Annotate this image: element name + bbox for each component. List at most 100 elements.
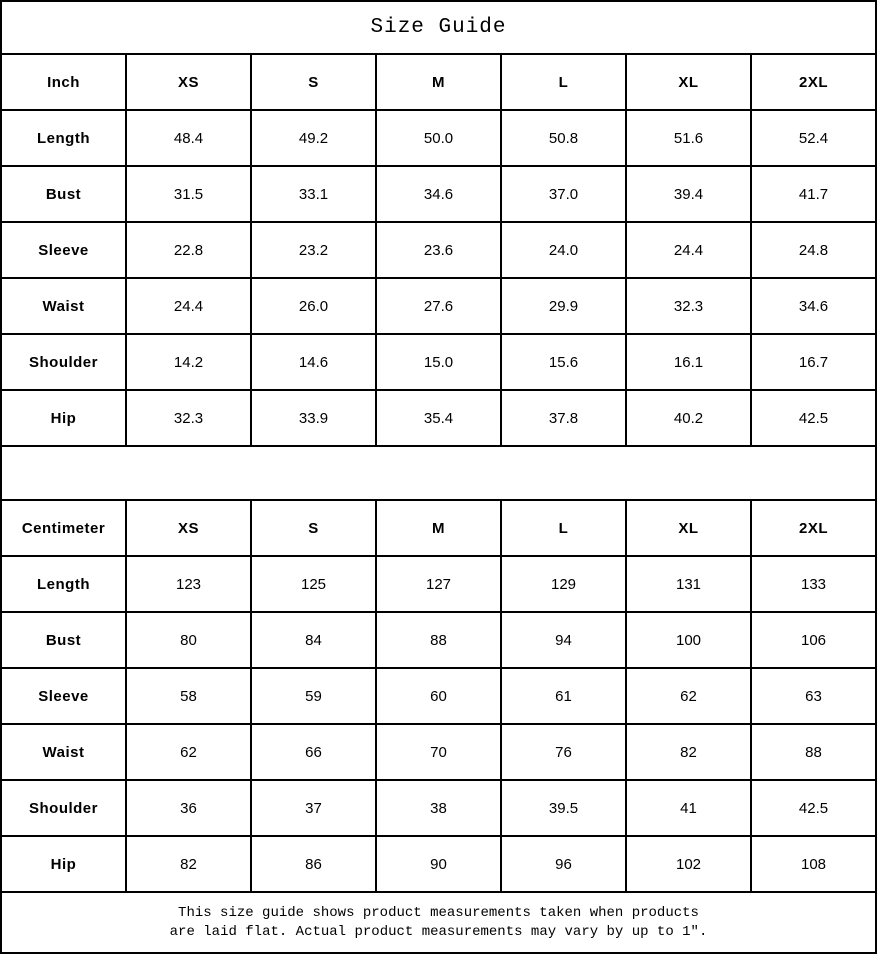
row-label-cell: Waist bbox=[2, 279, 125, 333]
value-cell: 90 bbox=[377, 837, 500, 891]
size-header-cell: L bbox=[502, 55, 625, 109]
value-cell: 42.5 bbox=[752, 391, 875, 445]
value-cell: 15.0 bbox=[377, 335, 500, 389]
size-header-cell: XS bbox=[127, 55, 250, 109]
size-header-cell: 2XL bbox=[752, 501, 875, 555]
value-cell: 26.0 bbox=[252, 279, 375, 333]
size-header-cell: L bbox=[502, 501, 625, 555]
value-cell: 70 bbox=[377, 725, 500, 779]
value-cell: 40.2 bbox=[627, 391, 750, 445]
value-cell: 34.6 bbox=[752, 279, 875, 333]
value-cell: 23.2 bbox=[252, 223, 375, 277]
value-cell: 51.6 bbox=[627, 111, 750, 165]
value-cell: 82 bbox=[127, 837, 250, 891]
row-label-cell: Sleeve bbox=[2, 669, 125, 723]
value-cell: 66 bbox=[252, 725, 375, 779]
value-cell: 16.7 bbox=[752, 335, 875, 389]
value-cell: 39.5 bbox=[502, 781, 625, 835]
value-cell: 88 bbox=[752, 725, 875, 779]
value-cell: 62 bbox=[627, 669, 750, 723]
value-cell: 37 bbox=[252, 781, 375, 835]
size-header-cell: S bbox=[252, 55, 375, 109]
value-cell: 24.4 bbox=[127, 279, 250, 333]
value-cell: 24.4 bbox=[627, 223, 750, 277]
size-header-cell: M bbox=[377, 55, 500, 109]
value-cell: 131 bbox=[627, 557, 750, 611]
size-header-cell: XL bbox=[627, 55, 750, 109]
value-cell: 59 bbox=[252, 669, 375, 723]
value-cell: 24.0 bbox=[502, 223, 625, 277]
value-cell: 15.6 bbox=[502, 335, 625, 389]
value-cell: 34.6 bbox=[377, 167, 500, 221]
value-cell: 41.7 bbox=[752, 167, 875, 221]
value-cell: 76 bbox=[502, 725, 625, 779]
size-header-cell: XS bbox=[127, 501, 250, 555]
footer-note: This size guide shows product measuremen… bbox=[2, 891, 875, 952]
value-cell: 29.9 bbox=[502, 279, 625, 333]
value-cell: 39.4 bbox=[627, 167, 750, 221]
value-cell: 123 bbox=[127, 557, 250, 611]
value-cell: 125 bbox=[252, 557, 375, 611]
value-cell: 94 bbox=[502, 613, 625, 667]
size-header-cell: M bbox=[377, 501, 500, 555]
value-cell: 80 bbox=[127, 613, 250, 667]
row-label-cell: Bust bbox=[2, 167, 125, 221]
value-cell: 127 bbox=[377, 557, 500, 611]
value-cell: 49.2 bbox=[252, 111, 375, 165]
value-cell: 37.8 bbox=[502, 391, 625, 445]
value-cell: 14.2 bbox=[127, 335, 250, 389]
value-cell: 86 bbox=[252, 837, 375, 891]
value-cell: 58 bbox=[127, 669, 250, 723]
row-label-cell: Hip bbox=[2, 391, 125, 445]
size-header-cell: 2XL bbox=[752, 55, 875, 109]
row-label-cell: Hip bbox=[2, 837, 125, 891]
value-cell: 37.0 bbox=[502, 167, 625, 221]
row-label-cell: Length bbox=[2, 557, 125, 611]
value-cell: 23.6 bbox=[377, 223, 500, 277]
value-cell: 27.6 bbox=[377, 279, 500, 333]
value-cell: 96 bbox=[502, 837, 625, 891]
value-cell: 22.8 bbox=[127, 223, 250, 277]
value-cell: 42.5 bbox=[752, 781, 875, 835]
value-cell: 14.6 bbox=[252, 335, 375, 389]
value-cell: 63 bbox=[752, 669, 875, 723]
row-label-cell: Shoulder bbox=[2, 335, 125, 389]
value-cell: 33.9 bbox=[252, 391, 375, 445]
value-cell: 33.1 bbox=[252, 167, 375, 221]
value-cell: 84 bbox=[252, 613, 375, 667]
value-cell: 133 bbox=[752, 557, 875, 611]
value-cell: 62 bbox=[127, 725, 250, 779]
value-cell: 35.4 bbox=[377, 391, 500, 445]
value-cell: 106 bbox=[752, 613, 875, 667]
value-cell: 82 bbox=[627, 725, 750, 779]
row-label-cell: Length bbox=[2, 111, 125, 165]
value-cell: 88 bbox=[377, 613, 500, 667]
value-cell: 31.5 bbox=[127, 167, 250, 221]
centimeter-size-table: Centimeter XS S M L XL 2XL Length 123 125 127 129 13… bbox=[2, 501, 875, 891]
size-header-cell: S bbox=[252, 501, 375, 555]
value-cell: 24.8 bbox=[752, 223, 875, 277]
value-cell: 50.8 bbox=[502, 111, 625, 165]
unit-header-cell: Inch bbox=[2, 55, 125, 109]
row-label-cell: Bust bbox=[2, 613, 125, 667]
row-label-cell: Shoulder bbox=[2, 781, 125, 835]
table-spacer bbox=[2, 445, 875, 501]
value-cell: 32.3 bbox=[127, 391, 250, 445]
inch-size-table: Inch XS S M L XL 2XL Length 48.4 49.2 50.0 50.8 51.6… bbox=[2, 55, 875, 445]
value-cell: 36 bbox=[127, 781, 250, 835]
footer-note-line-1: This size guide shows product measuremen… bbox=[178, 904, 699, 921]
row-label-cell: Sleeve bbox=[2, 223, 125, 277]
value-cell: 16.1 bbox=[627, 335, 750, 389]
footer-note-line-2: are laid flat. Actual product measuremen… bbox=[169, 923, 708, 940]
value-cell: 52.4 bbox=[752, 111, 875, 165]
value-cell: 50.0 bbox=[377, 111, 500, 165]
page-title: Size Guide bbox=[2, 2, 875, 55]
unit-header-cell: Centimeter bbox=[2, 501, 125, 555]
value-cell: 129 bbox=[502, 557, 625, 611]
value-cell: 32.3 bbox=[627, 279, 750, 333]
row-label-cell: Waist bbox=[2, 725, 125, 779]
size-header-cell: XL bbox=[627, 501, 750, 555]
value-cell: 41 bbox=[627, 781, 750, 835]
value-cell: 48.4 bbox=[127, 111, 250, 165]
